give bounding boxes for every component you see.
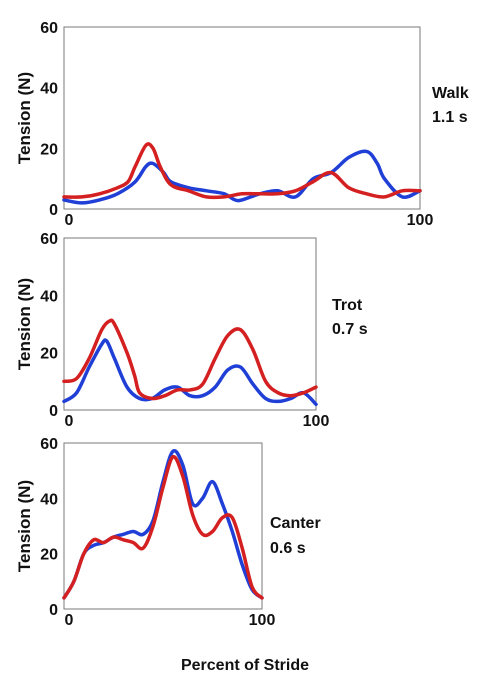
x-tick-label: 100	[303, 413, 330, 430]
y-tick-label: 60	[40, 231, 58, 248]
y-tick-label: 0	[49, 202, 58, 219]
x-tick-label: 100	[249, 612, 276, 629]
stride-duration-label: 1.1 s	[432, 109, 468, 126]
x-axis-label: Percent of Stride	[181, 657, 309, 674]
plot-frame	[63, 26, 421, 210]
y-tick-label: 0	[49, 403, 58, 420]
y-tick-label: 0	[49, 602, 58, 619]
y-tick-label: 40	[40, 288, 58, 305]
x-tick-label: 0	[65, 413, 74, 430]
y-tick-label: 20	[40, 346, 58, 363]
x-tick-label: 0	[65, 612, 74, 629]
y-axis-label: Tension (N)	[15, 480, 34, 572]
gait-label: Canter	[270, 515, 321, 532]
y-tick-label: 60	[40, 436, 58, 453]
y-axis-label: Tension (N)	[15, 278, 34, 370]
gait-label: Walk	[432, 85, 469, 102]
series-line-red	[62, 318, 318, 401]
y-tick-label: 60	[40, 20, 58, 37]
x-tick-label: 0	[65, 212, 74, 229]
y-tick-label: 20	[40, 547, 58, 564]
x-tick-label: 100	[407, 212, 434, 229]
series-line-blue	[62, 149, 422, 205]
y-axis-label: Tension (N)	[15, 72, 34, 164]
series-line-red	[62, 454, 264, 600]
y-tick-label: 20	[40, 141, 58, 158]
y-tick-label: 40	[40, 81, 58, 98]
stride-duration-label: 0.7 s	[332, 321, 368, 338]
y-tick-label: 40	[40, 491, 58, 508]
series-line-red	[62, 142, 422, 200]
gait-label: Trot	[332, 297, 363, 314]
plot-frame	[63, 237, 317, 411]
stride-duration-label: 0.6 s	[270, 540, 306, 557]
